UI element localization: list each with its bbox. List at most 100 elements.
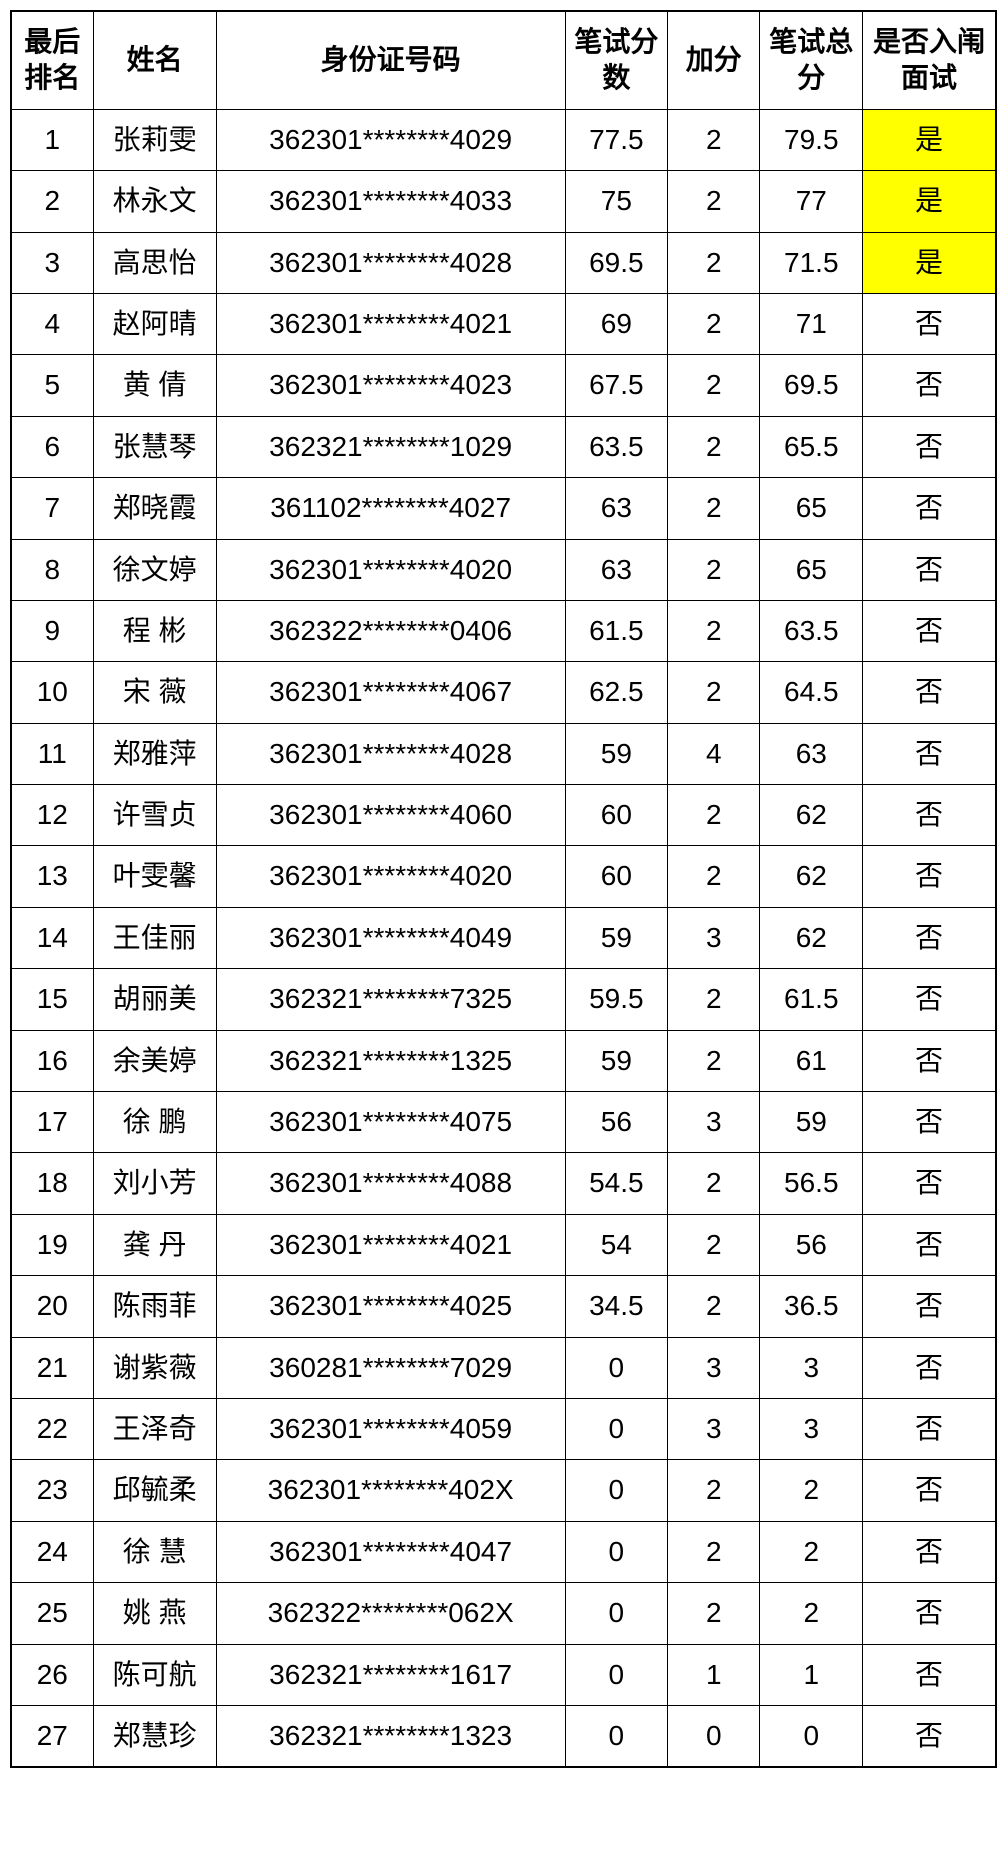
cell-rank: 12 [11, 785, 93, 846]
table-row: 12许雪贞362301********406060262否 [11, 785, 996, 846]
table-row: 4赵阿晴362301********402169271否 [11, 293, 996, 354]
cell-interview: 否 [863, 662, 996, 723]
cell-rank: 19 [11, 1214, 93, 1275]
cell-interview: 否 [863, 846, 996, 907]
cell-interview: 否 [863, 785, 996, 846]
cell-id: 362321********1617 [216, 1644, 565, 1705]
cell-bonus: 2 [668, 969, 760, 1030]
cell-name: 程 彬 [93, 600, 216, 661]
cell-interview: 否 [863, 907, 996, 968]
cell-bonus: 3 [668, 1398, 760, 1459]
cell-interview: 否 [863, 969, 996, 1030]
cell-name: 许雪贞 [93, 785, 216, 846]
cell-total: 3 [760, 1398, 863, 1459]
cell-score: 0 [565, 1644, 668, 1705]
cell-name: 宋 薇 [93, 662, 216, 723]
table-row: 27郑慧珍362321********1323000否 [11, 1705, 996, 1767]
cell-score: 34.5 [565, 1276, 668, 1337]
cell-name: 刘小芳 [93, 1153, 216, 1214]
cell-rank: 8 [11, 539, 93, 600]
cell-rank: 7 [11, 478, 93, 539]
cell-total: 36.5 [760, 1276, 863, 1337]
cell-bonus: 1 [668, 1644, 760, 1705]
table-row: 25姚 燕362322********062X022否 [11, 1583, 996, 1644]
table-header: 最后排名 姓名 身份证号码 笔试分数 加分 笔试总分 是否入闱面试 [11, 11, 996, 109]
cell-rank: 20 [11, 1276, 93, 1337]
cell-id: 362301********4075 [216, 1092, 565, 1153]
cell-bonus: 2 [668, 109, 760, 170]
cell-bonus: 2 [668, 1153, 760, 1214]
cell-total: 2 [760, 1583, 863, 1644]
cell-bonus: 2 [668, 539, 760, 600]
cell-score: 0 [565, 1521, 668, 1582]
cell-bonus: 3 [668, 1337, 760, 1398]
cell-interview: 是 [863, 232, 996, 293]
cell-bonus: 0 [668, 1705, 760, 1767]
cell-rank: 15 [11, 969, 93, 1030]
cell-id: 362301********4088 [216, 1153, 565, 1214]
table-row: 14王佳丽362301********404959362否 [11, 907, 996, 968]
cell-rank: 1 [11, 109, 93, 170]
table-row: 3高思怡362301********402869.5271.5是 [11, 232, 996, 293]
cell-interview: 否 [863, 539, 996, 600]
cell-score: 0 [565, 1583, 668, 1644]
table-row: 18刘小芳362301********408854.5256.5否 [11, 1153, 996, 1214]
cell-score: 59 [565, 1030, 668, 1091]
cell-rank: 17 [11, 1092, 93, 1153]
cell-rank: 27 [11, 1705, 93, 1767]
cell-id: 360281********7029 [216, 1337, 565, 1398]
table-row: 2林永文362301********403375277是 [11, 171, 996, 232]
cell-rank: 5 [11, 355, 93, 416]
cell-bonus: 3 [668, 1092, 760, 1153]
cell-total: 79.5 [760, 109, 863, 170]
table-row: 15胡丽美362321********732559.5261.5否 [11, 969, 996, 1030]
table-row: 10宋 薇362301********406762.5264.5否 [11, 662, 996, 723]
cell-score: 69.5 [565, 232, 668, 293]
cell-name: 王泽奇 [93, 1398, 216, 1459]
cell-score: 59 [565, 907, 668, 968]
cell-total: 59 [760, 1092, 863, 1153]
table-row: 11郑雅萍362301********402859463否 [11, 723, 996, 784]
cell-id: 362301********4028 [216, 232, 565, 293]
cell-score: 60 [565, 846, 668, 907]
cell-total: 62 [760, 846, 863, 907]
cell-interview: 否 [863, 1398, 996, 1459]
cell-bonus: 2 [668, 1583, 760, 1644]
cell-id: 362301********4025 [216, 1276, 565, 1337]
cell-rank: 9 [11, 600, 93, 661]
cell-interview: 否 [863, 1030, 996, 1091]
table-body: 1张莉雯362301********402977.5279.5是2林永文3623… [11, 109, 996, 1767]
table-row: 21谢紫薇360281********7029033否 [11, 1337, 996, 1398]
cell-name: 徐 鹏 [93, 1092, 216, 1153]
cell-total: 56.5 [760, 1153, 863, 1214]
cell-rank: 14 [11, 907, 93, 968]
table-row: 8徐文婷362301********402063265否 [11, 539, 996, 600]
cell-interview: 否 [863, 1521, 996, 1582]
cell-rank: 13 [11, 846, 93, 907]
cell-interview: 否 [863, 1276, 996, 1337]
cell-name: 郑晓霞 [93, 478, 216, 539]
cell-total: 63 [760, 723, 863, 784]
cell-id: 362301********4023 [216, 355, 565, 416]
cell-id: 362301********4020 [216, 846, 565, 907]
cell-name: 张莉雯 [93, 109, 216, 170]
header-interview: 是否入闱面试 [863, 11, 996, 109]
cell-id: 362322********0406 [216, 600, 565, 661]
cell-rank: 11 [11, 723, 93, 784]
cell-score: 0 [565, 1460, 668, 1521]
cell-score: 56 [565, 1092, 668, 1153]
cell-total: 0 [760, 1705, 863, 1767]
cell-interview: 否 [863, 355, 996, 416]
cell-total: 2 [760, 1521, 863, 1582]
cell-interview: 否 [863, 293, 996, 354]
cell-name: 张慧琴 [93, 416, 216, 477]
table-row: 24徐 慧362301********4047022否 [11, 1521, 996, 1582]
cell-total: 77 [760, 171, 863, 232]
cell-total: 64.5 [760, 662, 863, 723]
cell-total: 65 [760, 478, 863, 539]
cell-name: 郑慧珍 [93, 1705, 216, 1767]
header-row: 最后排名 姓名 身份证号码 笔试分数 加分 笔试总分 是否入闱面试 [11, 11, 996, 109]
cell-total: 63.5 [760, 600, 863, 661]
cell-score: 60 [565, 785, 668, 846]
cell-interview: 否 [863, 1153, 996, 1214]
